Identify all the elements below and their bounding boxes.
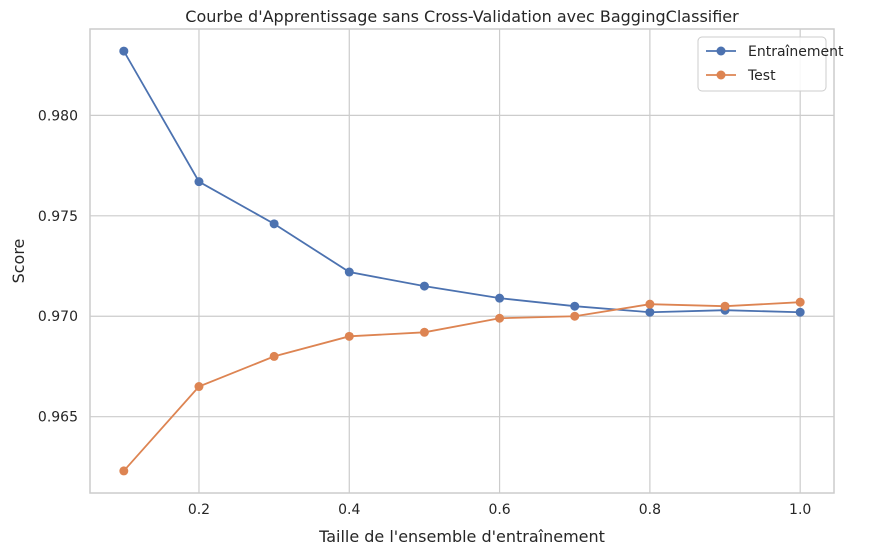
data-point-test [720, 301, 730, 311]
legend-label-entrainement: Entraînement [748, 44, 844, 60]
data-point-entrainement [645, 307, 655, 317]
x-tick-label: 1.0 [789, 502, 811, 518]
series-entrainement [119, 46, 805, 317]
x-axis-label: Taille de l'ensemble d'entraînement [318, 527, 605, 546]
legend-marker-entrainement [716, 46, 726, 56]
series-test [119, 297, 805, 476]
y-ticks: 0.965 0.970 0.975 0.980 [38, 108, 78, 425]
data-point-test [119, 466, 129, 476]
x-ticks: 0.2 0.4 0.6 0.8 1.0 [188, 502, 811, 518]
y-tick-label: 0.965 [38, 410, 78, 426]
series-layer [119, 46, 805, 476]
x-tick-label: 0.8 [639, 502, 661, 518]
data-point-entrainement [269, 219, 279, 229]
data-point-entrainement [419, 281, 429, 291]
y-tick-label: 0.970 [38, 309, 78, 325]
chart-title: Courbe d'Apprentissage sans Cross-Valida… [185, 7, 739, 26]
x-tick-label: 0.6 [488, 502, 510, 518]
legend-label-test: Test [747, 68, 776, 84]
legend: Entraînement Test [697, 36, 844, 92]
data-point-entrainement [570, 301, 580, 311]
data-point-entrainement [119, 46, 129, 56]
data-point-entrainement [194, 177, 204, 187]
data-point-entrainement [495, 293, 505, 303]
data-point-test [419, 327, 429, 337]
series-line-entrainement [123, 50, 801, 314]
data-point-test [795, 297, 805, 307]
y-tick-label: 0.980 [38, 108, 78, 124]
data-point-entrainement [344, 267, 354, 277]
data-point-entrainement [795, 307, 805, 317]
grid [90, 29, 834, 493]
data-point-test [495, 313, 505, 323]
x-tick-label: 0.4 [338, 502, 360, 518]
x-tick-label: 0.2 [188, 502, 210, 518]
y-axis-label: Score [9, 239, 28, 284]
data-point-test [269, 351, 279, 361]
series-line-test [123, 301, 801, 472]
data-point-test [645, 299, 655, 309]
y-tick-label: 0.975 [38, 209, 78, 225]
data-point-test [194, 382, 204, 392]
plot-frame [89, 28, 835, 494]
legend-marker-test [716, 70, 726, 80]
data-point-test [344, 331, 354, 341]
data-point-test [570, 311, 580, 321]
